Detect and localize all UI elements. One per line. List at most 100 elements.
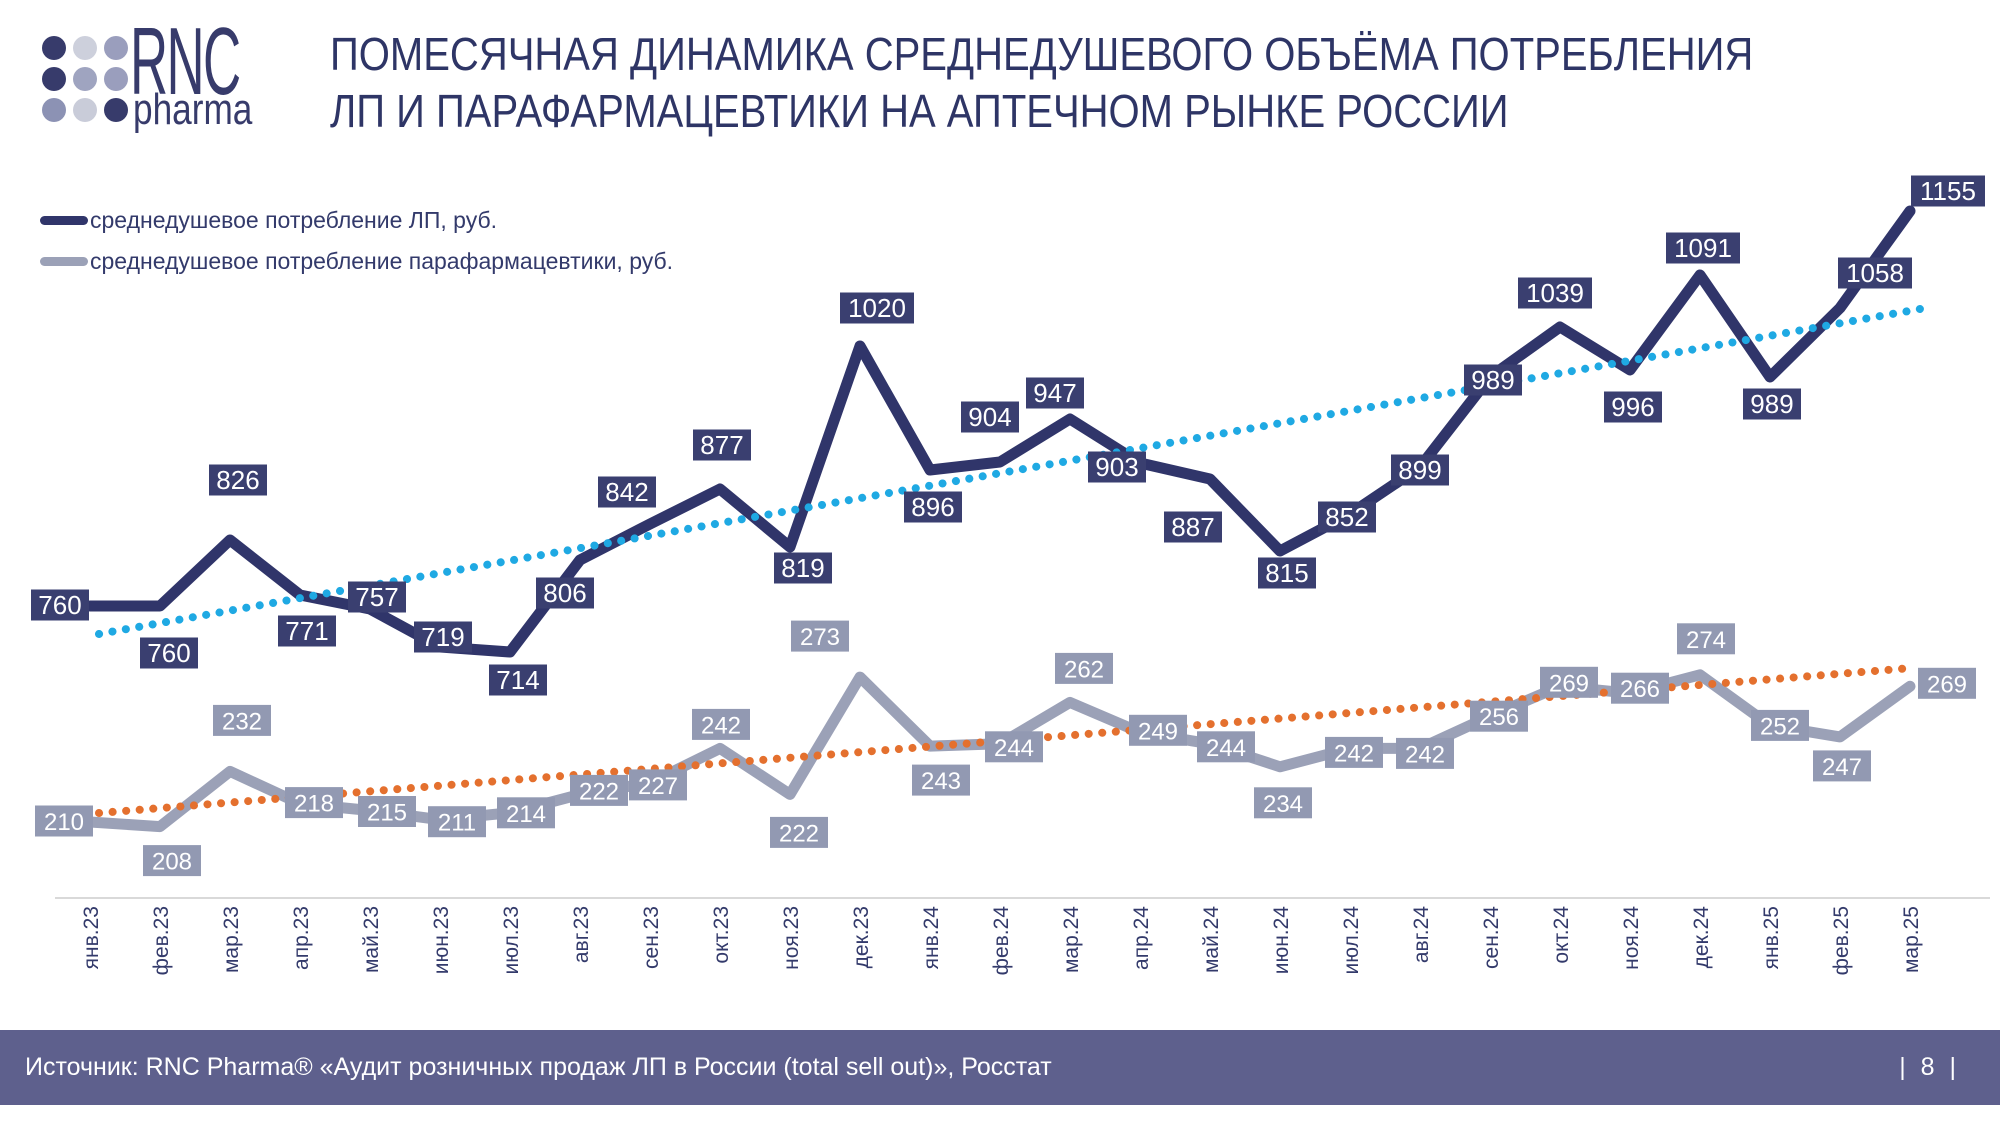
x-axis-label: май.23 <box>360 906 383 973</box>
svg-text:896: 896 <box>911 492 954 522</box>
svg-text:1155: 1155 <box>1920 176 1976 206</box>
svg-text:842: 842 <box>605 477 648 507</box>
data-point-label: 757 <box>348 581 406 613</box>
data-point-label: 989 <box>1464 364 1522 396</box>
chart-legend: среднедушевое потребление ЛП, руб. средн… <box>40 206 673 288</box>
data-point-label: 232 <box>213 704 271 736</box>
svg-text:757: 757 <box>355 582 398 612</box>
svg-text:249: 249 <box>1138 718 1178 745</box>
svg-text:208: 208 <box>152 849 192 876</box>
data-point-label: 1058 <box>1838 257 1912 289</box>
logo-dot <box>73 98 97 122</box>
svg-text:273: 273 <box>800 624 840 651</box>
svg-text:266: 266 <box>1620 676 1660 703</box>
svg-text:815: 815 <box>1265 558 1308 588</box>
svg-text:243: 243 <box>921 768 961 795</box>
svg-text:947: 947 <box>1033 378 1076 408</box>
data-point-label: 1091 <box>1666 232 1740 264</box>
x-axis-label: апр.23 <box>290 906 313 970</box>
x-axis-label: фев.23 <box>150 906 173 975</box>
x-axis-label: июн.24 <box>1270 906 1293 975</box>
data-point-label: 815 <box>1258 557 1316 589</box>
x-axis-label: июн.23 <box>430 906 453 974</box>
data-point-label: 218 <box>285 787 343 819</box>
data-point-label: 903 <box>1088 451 1146 483</box>
logo-brand-text: RNC <box>130 8 241 115</box>
x-axis-label: сен.24 <box>1480 906 1503 969</box>
data-point-label: 210 <box>35 805 93 837</box>
logo-dot <box>73 36 97 60</box>
svg-text:989: 989 <box>1471 365 1514 395</box>
title-line-1: ПОМЕСЯЧНАЯ ДИНАМИКА СРЕДНЕДУШЕВОГО ОБЪЁМ… <box>330 28 1754 80</box>
svg-text:852: 852 <box>1325 502 1368 532</box>
x-axis-label: мар.24 <box>1060 906 1083 973</box>
logo-dot <box>104 98 128 122</box>
x-axis-label: май.24 <box>1200 906 1223 973</box>
svg-text:760: 760 <box>38 590 81 620</box>
data-point-label: 877 <box>693 429 751 461</box>
svg-text:215: 215 <box>367 800 407 827</box>
svg-text:719: 719 <box>421 622 464 652</box>
svg-text:256: 256 <box>1479 704 1519 731</box>
data-point-label: 826 <box>209 464 267 496</box>
logo-dot <box>73 67 97 91</box>
data-point-label: 211 <box>428 806 486 838</box>
svg-text:218: 218 <box>294 791 334 818</box>
logo-dot <box>42 98 66 122</box>
data-point-label: 214 <box>497 797 555 829</box>
data-point-label: 208 <box>143 845 201 877</box>
legend-label-parapharma: среднедушевое потребление парафармацевти… <box>90 247 674 274</box>
logo-sub-text: pharma <box>133 85 253 134</box>
logo-dot <box>42 36 66 60</box>
legend-item-lp: среднедушевое потребление ЛП, руб. <box>40 206 673 234</box>
x-axis-label: мар.25 <box>1900 906 1923 973</box>
rnc-logo-dots <box>42 36 128 122</box>
data-point-label: 227 <box>629 769 687 801</box>
x-axis-label: ноя.23 <box>780 906 803 970</box>
x-axis-label: дек.23 <box>850 906 873 968</box>
data-point-label: 904 <box>961 401 1019 433</box>
svg-text:887: 887 <box>1171 512 1214 542</box>
svg-text:242: 242 <box>701 712 741 739</box>
x-axis-label: ноя.24 <box>1620 906 1643 970</box>
svg-text:262: 262 <box>1064 656 1104 683</box>
data-point-label: 222 <box>570 774 628 806</box>
svg-text:989: 989 <box>1750 389 1793 419</box>
x-axis-label: фев.24 <box>990 906 1013 976</box>
x-axis-label: сен.23 <box>640 906 663 969</box>
x-axis-label: июл.23 <box>500 906 523 974</box>
data-point-label: 269 <box>1540 666 1598 698</box>
footer-bar: Источник: RNC Pharma® «Аудит розничных п… <box>0 1030 2000 1105</box>
svg-text:222: 222 <box>579 778 619 805</box>
data-point-label: 760 <box>140 637 198 669</box>
data-point-label: 996 <box>1604 391 1662 423</box>
legend-label-lp: среднедушевое потребление ЛП, руб. <box>90 206 498 233</box>
data-point-label: 242 <box>692 708 750 740</box>
data-point-label: 215 <box>358 796 416 827</box>
data-point-label: 269 <box>1918 667 1976 699</box>
svg-text:269: 269 <box>1927 671 1967 698</box>
data-point-label: 760 <box>31 589 89 621</box>
svg-text:760: 760 <box>147 638 190 668</box>
data-point-label: 273 <box>791 620 849 652</box>
x-axis-label: дек.24 <box>1690 906 1713 969</box>
data-point-label: 242 <box>1396 737 1454 769</box>
data-point-label: 274 <box>1677 623 1735 655</box>
svg-text:819: 819 <box>781 553 824 583</box>
data-point-label: 899 <box>1391 454 1449 486</box>
data-point-label: 222 <box>770 816 828 848</box>
data-point-label: 249 <box>1129 714 1187 746</box>
data-point-label: 262 <box>1055 652 1113 684</box>
logo-dot <box>104 36 128 60</box>
svg-text:269: 269 <box>1549 670 1589 697</box>
x-axis-label: апр.24 <box>1130 906 1153 970</box>
source-text: Источник: RNC Pharma® «Аудит розничных п… <box>25 1053 1052 1081</box>
svg-text:899: 899 <box>1398 455 1441 485</box>
data-point-label: 256 <box>1470 700 1528 732</box>
svg-text:714: 714 <box>496 665 539 695</box>
data-point-label: 896 <box>904 491 962 523</box>
x-axis-label: авг.24 <box>1410 906 1433 963</box>
svg-text:252: 252 <box>1760 713 1800 740</box>
svg-text:1039: 1039 <box>1526 278 1584 308</box>
